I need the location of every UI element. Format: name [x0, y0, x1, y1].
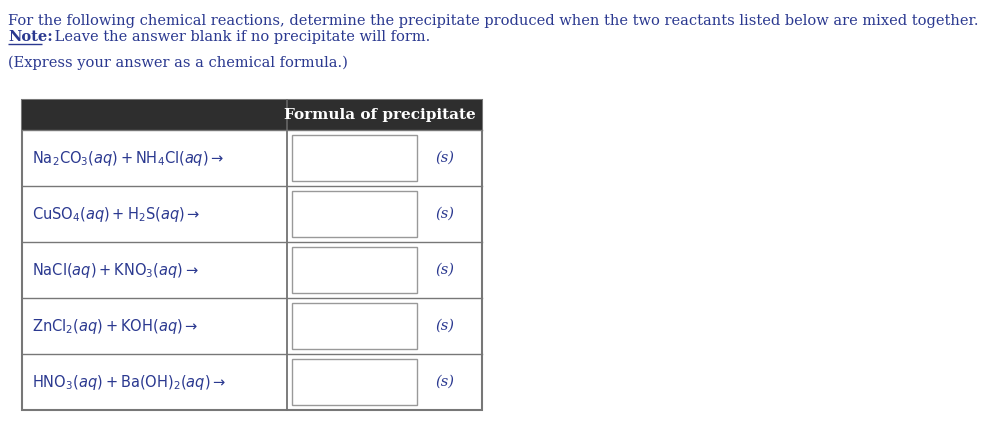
Bar	[22, 100, 482, 130]
Text: (s): (s)	[435, 375, 454, 389]
Text: (s): (s)	[435, 319, 454, 333]
Text: Note:: Note:	[8, 30, 53, 44]
Text: $\mathregular{HNO}_{3}\mathregular{(}\mathit{aq}\mathregular{) + Ba(OH)}_{2}\mat: $\mathregular{HNO}_{3}\mathregular{(}\ma…	[32, 372, 226, 392]
Bar	[292, 135, 417, 181]
Text: (s): (s)	[435, 207, 454, 221]
Text: $\mathregular{NaCl(}\mathit{aq}\mathregular{) + KNO}_{3}\mathregular{(}\mathit{a: $\mathregular{NaCl(}\mathit{aq}\mathregu…	[32, 260, 199, 280]
Text: $\mathregular{ZnCl}_{2}\mathregular{(}\mathit{aq}\mathregular{) + KOH(}\mathit{a: $\mathregular{ZnCl}_{2}\mathregular{(}\m…	[32, 316, 198, 336]
Text: For the following chemical reactions, determine the precipitate produced when th: For the following chemical reactions, de…	[8, 14, 979, 28]
Bar	[292, 191, 417, 237]
Text: $\mathregular{Na}_{2}\mathregular{CO}_{3}\mathregular{(}\mathit{aq}\mathregular{: $\mathregular{Na}_{2}\mathregular{CO}_{3…	[32, 148, 224, 168]
Bar	[292, 247, 417, 293]
Text: $\mathregular{CuSO}_{4}\mathregular{(}\mathit{aq}\mathregular{) + H}_{2}\mathreg: $\mathregular{CuSO}_{4}\mathregular{(}\m…	[32, 204, 200, 224]
Text: (s): (s)	[435, 263, 454, 277]
Bar	[292, 303, 417, 349]
Text: (s): (s)	[435, 151, 454, 165]
Text: Formula of precipitate: Formula of precipitate	[285, 108, 476, 122]
Text: Leave the answer blank if no precipitate will form.: Leave the answer blank if no precipitate…	[50, 30, 430, 44]
Text: (Express your answer as a chemical formula.): (Express your answer as a chemical formu…	[8, 56, 348, 70]
Bar	[22, 100, 482, 410]
Bar	[292, 359, 417, 405]
